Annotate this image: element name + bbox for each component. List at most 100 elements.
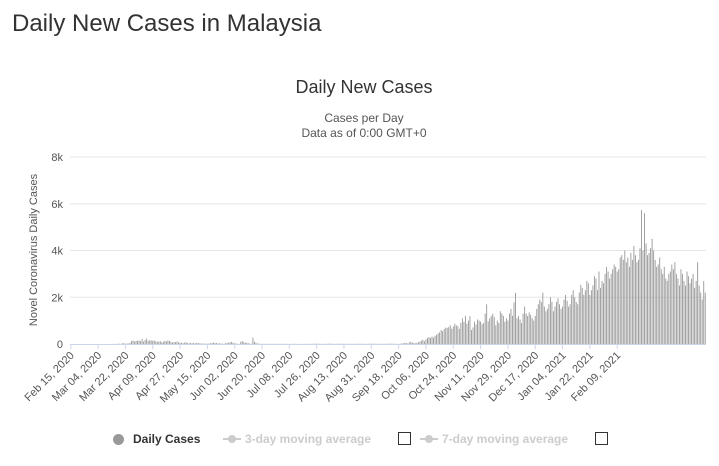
bar[interactable]	[176, 341, 178, 344]
bar[interactable]	[175, 342, 176, 344]
bar[interactable]	[565, 294, 567, 344]
bar[interactable]	[593, 276, 595, 344]
bar[interactable]	[342, 343, 343, 345]
bar[interactable]	[408, 342, 410, 344]
bar[interactable]	[131, 341, 132, 344]
bar[interactable]	[631, 259, 633, 344]
bar[interactable]	[622, 259, 624, 344]
bar[interactable]	[475, 324, 477, 344]
bar[interactable]	[484, 313, 486, 344]
bar[interactable]	[410, 341, 412, 344]
bar[interactable]	[143, 341, 145, 344]
bar[interactable]	[234, 343, 236, 344]
bar[interactable]	[609, 278, 611, 344]
bar[interactable]	[589, 294, 591, 344]
bar[interactable]	[595, 278, 597, 344]
bar[interactable]	[680, 269, 682, 344]
bar[interactable]	[182, 343, 184, 344]
bar[interactable]	[625, 262, 627, 344]
bar[interactable]	[121, 343, 123, 344]
bar[interactable]	[427, 338, 428, 344]
bar[interactable]	[580, 284, 582, 344]
bar[interactable]	[423, 341, 425, 344]
bar[interactable]	[638, 259, 639, 344]
bar[interactable]	[530, 314, 532, 344]
bar[interactable]	[515, 292, 516, 344]
bar[interactable]	[257, 343, 258, 344]
bar[interactable]	[502, 315, 504, 344]
bar[interactable]	[662, 273, 664, 345]
bar[interactable]	[610, 273, 612, 345]
bar[interactable]	[577, 304, 579, 344]
bar[interactable]	[117, 343, 119, 345]
bar[interactable]	[225, 343, 227, 344]
bar[interactable]	[568, 306, 570, 344]
bar[interactable]	[135, 340, 137, 344]
bar[interactable]	[645, 243, 647, 344]
bar[interactable]	[524, 306, 526, 344]
bar[interactable]	[132, 340, 134, 344]
bar[interactable]	[677, 278, 679, 344]
bar[interactable]	[386, 343, 387, 345]
legend-checkbox-3-day[interactable]	[398, 432, 411, 445]
bar[interactable]	[522, 313, 524, 344]
bar[interactable]	[158, 341, 160, 344]
bar[interactable]	[688, 276, 689, 344]
bar[interactable]	[449, 325, 451, 344]
bar[interactable]	[671, 264, 673, 344]
bar[interactable]	[401, 343, 403, 345]
bar[interactable]	[669, 271, 671, 344]
bar[interactable]	[138, 340, 140, 344]
bar[interactable]	[553, 311, 554, 344]
bar[interactable]	[607, 271, 609, 344]
bar[interactable]	[431, 336, 433, 344]
bar[interactable]	[467, 320, 469, 345]
bar[interactable]	[373, 343, 375, 345]
bar[interactable]	[179, 342, 181, 344]
bar[interactable]	[507, 320, 509, 345]
bar[interactable]	[615, 266, 617, 344]
bar[interactable]	[700, 292, 702, 344]
bar[interactable]	[572, 290, 574, 344]
bar[interactable]	[258, 343, 260, 345]
bar[interactable]	[560, 308, 562, 344]
bar[interactable]	[439, 332, 441, 344]
bar[interactable]	[604, 273, 606, 345]
bar[interactable]	[686, 271, 688, 344]
bar[interactable]	[328, 343, 330, 345]
bar[interactable]	[531, 318, 533, 344]
bar[interactable]	[255, 342, 257, 344]
bar[interactable]	[513, 302, 515, 344]
bar[interactable]	[190, 342, 192, 344]
bar[interactable]	[428, 336, 430, 344]
bar[interactable]	[407, 343, 409, 344]
bar[interactable]	[417, 342, 419, 344]
bar[interactable]	[314, 343, 316, 345]
bar[interactable]	[498, 322, 500, 344]
bar[interactable]	[639, 248, 641, 344]
bar[interactable]	[477, 319, 479, 344]
bar[interactable]	[597, 290, 598, 344]
bar[interactable]	[624, 250, 626, 345]
legend-checkbox-7-day[interactable]	[595, 432, 608, 445]
bar[interactable]	[678, 285, 680, 344]
bar[interactable]	[126, 343, 128, 344]
bar[interactable]	[200, 343, 202, 344]
bar[interactable]	[489, 318, 491, 344]
bar[interactable]	[551, 301, 553, 344]
bar[interactable]	[149, 340, 151, 344]
bar[interactable]	[208, 343, 210, 345]
bar[interactable]	[590, 290, 592, 344]
bar[interactable]	[243, 342, 245, 344]
bar[interactable]	[613, 264, 615, 344]
bar[interactable]	[253, 341, 255, 344]
bar[interactable]	[543, 306, 545, 344]
bar[interactable]	[440, 329, 442, 344]
bar[interactable]	[249, 343, 251, 345]
bar[interactable]	[487, 321, 489, 344]
bar[interactable]	[665, 278, 667, 344]
bar[interactable]	[575, 301, 577, 344]
bar[interactable]	[147, 340, 149, 344]
bar[interactable]	[433, 337, 434, 344]
bar[interactable]	[387, 343, 389, 345]
